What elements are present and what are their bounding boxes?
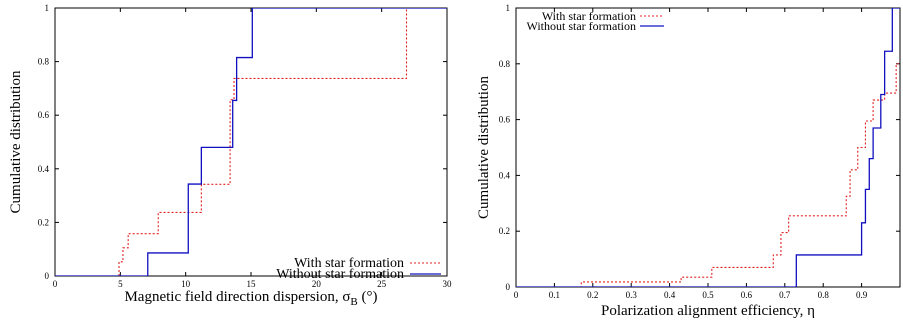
x-tick-label: 0 [53, 279, 58, 289]
chart-panel-2: 0 0.1 0.2 0.3 0.4 0.5 0.6 0.7 0.8 0.9 0 0.2 0.4 0.6 0.… [476, 3, 901, 319]
y-tick-label: 0.6 [38, 110, 50, 120]
x-axis-label: Polarization alignment efficiency, η [601, 303, 815, 319]
y-tick-label: 0.6 [499, 115, 511, 125]
x-tick-label: 15 [247, 279, 257, 289]
y-tick-label: 0.2 [499, 226, 510, 236]
x-axis-label: Magnetic field direction dispersion, σB … [124, 289, 377, 308]
series-line-without-star-formation [55, 8, 447, 276]
x-tick-label: 0.3 [626, 290, 638, 300]
y-tick-label: 0.8 [38, 57, 50, 67]
x-tick-label: 0.7 [779, 290, 791, 300]
x-tick-label: 0.1 [549, 290, 560, 300]
y-tick-label: 0 [506, 282, 511, 292]
x-tick-label: 30 [443, 279, 453, 289]
x-tick-label: 0.2 [587, 290, 598, 300]
legend-label: With star formation [294, 256, 404, 271]
y-axis-label: Cumulative distribution [476, 76, 492, 219]
y-tick-label: 0.4 [499, 170, 511, 180]
plot-frame [515, 7, 901, 288]
x-tick-label: 5 [118, 279, 123, 289]
series-line-with-star-formation [516, 63, 900, 287]
y-tick-label: 0.2 [38, 217, 49, 227]
x-tick-label: 0.8 [818, 290, 830, 300]
series-group [55, 8, 447, 276]
y-tick-label: 0.8 [499, 59, 511, 69]
series-line-with-star-formation [55, 8, 447, 276]
legend-label: Without star formation [276, 267, 404, 282]
chart-panel-1: 0 5 10 15 20 25 30 0 0.2 0.4 0.6 0.8 1 Cumulative dis… [8, 3, 452, 308]
x-tick-label: 0 [514, 290, 519, 300]
legend-label: With star formation [542, 9, 636, 23]
plot-frame [54, 7, 448, 277]
y-tick-label: 0 [45, 271, 50, 281]
x-tick-label: 20 [312, 279, 322, 289]
legend-label: Without star formation [527, 19, 637, 33]
x-tick-label: 0.6 [741, 290, 753, 300]
series-group [516, 8, 900, 287]
y-tick-label: 1 [45, 3, 50, 13]
series-line-without-star-formation [516, 8, 900, 287]
x-tick-label: 0.4 [664, 290, 676, 300]
y-axis-label: Cumulative distribution [8, 70, 24, 213]
x-tick-label: 0.5 [702, 290, 714, 300]
x-tick-label: 0.9 [856, 290, 868, 300]
y-tick-label: 0.4 [38, 164, 50, 174]
y-tick-label: 1 [506, 3, 511, 13]
x-tick-label: 10 [181, 279, 191, 289]
x-tick-label: 25 [377, 279, 387, 289]
